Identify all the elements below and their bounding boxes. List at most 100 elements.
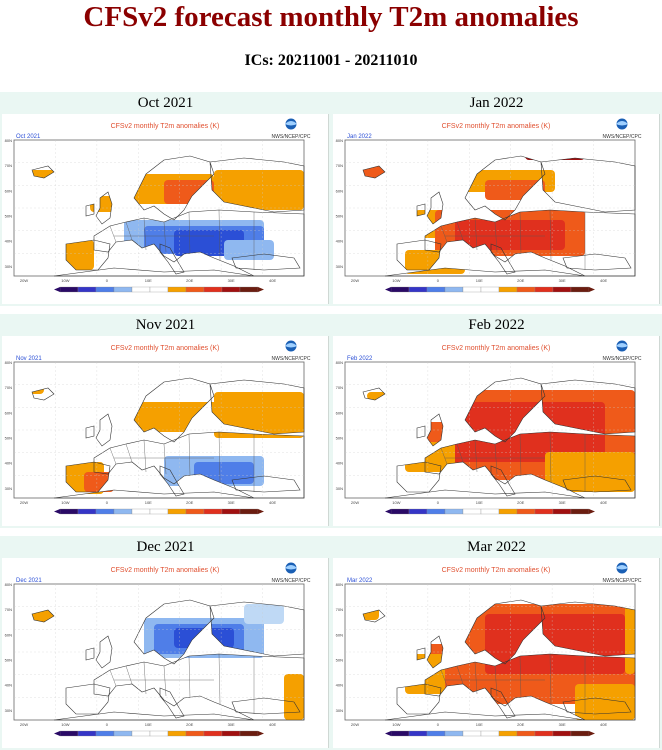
lat-label: 30N: [5, 264, 12, 269]
panel-title: Nov 2021: [135, 317, 196, 333]
month-tag: Jan 2022: [347, 134, 372, 140]
lat-label: 70N: [5, 385, 12, 390]
lon-label: 20W: [351, 722, 359, 727]
map-svg: CFSv2 monthly T2m anomalies (K) Feb 2022 N…: [336, 339, 642, 515]
lat-label: 50N: [336, 214, 343, 219]
plot-title: CFSv2 monthly T2m anomalies (K): [111, 345, 220, 352]
month-tag: Dec 2021: [16, 578, 42, 584]
panel-mar-2022: Mar 2022 CFSv2 monthly T2m anomalies (K)…: [331, 536, 662, 750]
lat-label: 30N: [336, 486, 343, 491]
map-image: CFSv2 monthly T2m anomalies (K) Feb 2022 N…: [333, 336, 660, 526]
lon-label: 10E: [145, 278, 152, 283]
logo-text: NWS/NCEP/CPC: [272, 134, 311, 140]
lon-label: 10E: [145, 722, 152, 727]
noaa-logo-icon: [284, 561, 298, 575]
lat-label: 60N: [336, 632, 343, 637]
lon-label: 30E: [228, 278, 235, 283]
map-image: CFSv2 monthly T2m anomalies (K) Nov 2021 N…: [2, 336, 329, 526]
colorbar: [54, 286, 264, 293]
lon-label: 30E: [228, 722, 235, 727]
lat-label: 60N: [5, 410, 12, 415]
lat-label: 80N: [5, 138, 12, 143]
lat-label: 80N: [5, 582, 12, 587]
lon-label: 30E: [559, 722, 566, 727]
lat-label: 40N: [336, 683, 343, 688]
lon-label: 20W: [20, 278, 28, 283]
lat-label: 30N: [336, 264, 343, 269]
lon-label: 0: [437, 278, 440, 283]
lat-label: 30N: [5, 486, 12, 491]
lon-label: 10E: [476, 278, 483, 283]
grid: [14, 584, 304, 720]
lon-label: 40E: [269, 500, 276, 505]
noaa-logo-icon: [284, 339, 298, 353]
lon-label: 10W: [61, 722, 69, 727]
lat-label: 70N: [336, 385, 343, 390]
grid: [14, 362, 304, 498]
lon-label: 20E: [186, 278, 193, 283]
lon-label: 20W: [351, 278, 359, 283]
lat-label: 50N: [5, 436, 12, 441]
plot-area: [13, 139, 305, 277]
plot-area: [344, 361, 636, 499]
panel-title: Jan 2022: [469, 95, 524, 111]
panel-nov-2021: Nov 2021 CFSv2 monthly T2m anomalies (K)…: [0, 314, 331, 528]
month-tag: Oct 2021: [16, 134, 41, 140]
panel-jan-2022: Jan 2022 CFSv2 monthly T2m anomalies (K)…: [331, 92, 662, 306]
lon-label: 10W: [392, 722, 400, 727]
lat-label: 50N: [336, 436, 343, 441]
lon-label: 20E: [186, 500, 193, 505]
lon-label: 10W: [61, 278, 69, 283]
plot-title: CFSv2 monthly T2m anomalies (K): [442, 123, 551, 130]
lon-label: 0: [106, 722, 109, 727]
lat-label: 60N: [5, 188, 12, 193]
lat-label: 60N: [5, 632, 12, 637]
grid: [345, 584, 635, 720]
lat-label: 50N: [5, 658, 12, 663]
grid: [345, 140, 635, 276]
lon-label: 20E: [517, 278, 524, 283]
lon-label: 0: [437, 500, 440, 505]
lon-label: 10W: [61, 500, 69, 505]
lon-label: 20E: [186, 722, 193, 727]
lon-label: 20W: [20, 722, 28, 727]
map-image: CFSv2 monthly T2m anomalies (K) Mar 2022 N…: [333, 558, 660, 748]
logo-text: NWS/NCEP/CPC: [272, 578, 311, 584]
panel-title: Mar 2022: [467, 539, 526, 555]
lat-label: 30N: [336, 708, 343, 713]
lat-label: 80N: [336, 360, 343, 365]
logo-text: NWS/NCEP/CPC: [272, 356, 311, 362]
logo-text: NWS/NCEP/CPC: [603, 578, 642, 584]
coastlines: [31, 377, 305, 499]
panel-title: Dec 2021: [136, 539, 195, 555]
map-image: CFSv2 monthly T2m anomalies (K) Dec 2021 N…: [2, 558, 329, 748]
lat-label: 60N: [336, 188, 343, 193]
colorbar: [385, 286, 595, 293]
coastlines: [362, 155, 636, 277]
lon-label: 10E: [476, 722, 483, 727]
logo-text: NWS/NCEP/CPC: [603, 356, 642, 362]
lat-label: 40N: [5, 239, 12, 244]
lon-label: 40E: [269, 278, 276, 283]
lon-label: 10E: [145, 500, 152, 505]
colorbar: [54, 508, 264, 515]
map-svg: CFSv2 monthly T2m anomalies (K) Nov 2021 N…: [5, 339, 311, 515]
lon-label: 40E: [600, 500, 607, 505]
lat-label: 40N: [336, 239, 343, 244]
plot-area: [344, 139, 636, 277]
lon-label: 0: [106, 500, 109, 505]
noaa-logo-icon: [615, 339, 629, 353]
lon-label: 10W: [392, 500, 400, 505]
lon-label: 20W: [351, 500, 359, 505]
coastlines: [362, 377, 636, 499]
lat-label: 70N: [336, 607, 343, 612]
plot-title: CFSv2 monthly T2m anomalies (K): [111, 567, 220, 574]
lon-label: 0: [437, 722, 440, 727]
page-title: CFSv2 forecast monthly T2m anomalies: [83, 1, 579, 33]
plot-title: CFSv2 monthly T2m anomalies (K): [111, 123, 220, 130]
lon-label: 20W: [20, 500, 28, 505]
panel-feb-2022: Feb 2022 CFSv2 monthly T2m anomalies (K)…: [331, 314, 662, 528]
map-image: CFSv2 monthly T2m anomalies (K) Jan 2022 N…: [333, 114, 660, 304]
lat-label: 40N: [336, 461, 343, 466]
noaa-logo-icon: [284, 117, 298, 131]
